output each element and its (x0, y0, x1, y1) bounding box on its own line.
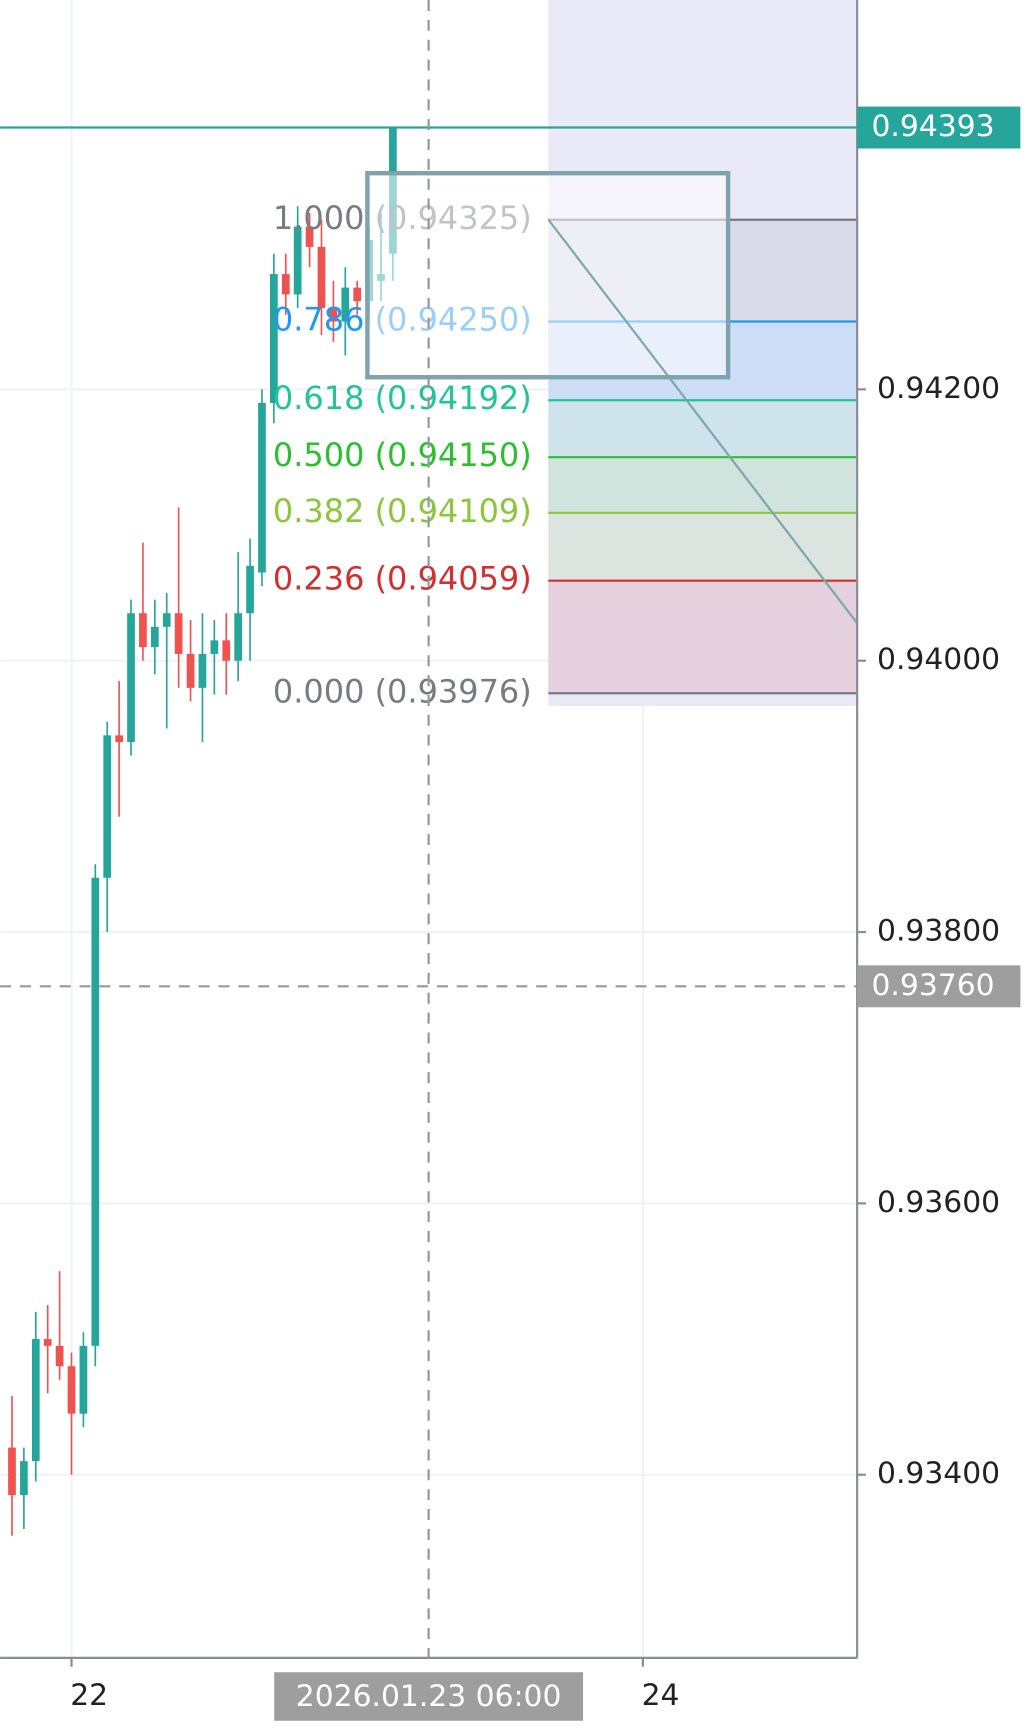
candle-body (139, 613, 147, 648)
fib-retracement: 1.000 (0.94325)0.786 (0.94250)0.618 (0.9… (273, 199, 858, 710)
rectangle-drawing (365, 170, 731, 380)
last-price-box (857, 106, 1021, 149)
candle-body (174, 613, 183, 654)
candle-body (210, 640, 219, 654)
candle-body (103, 735, 112, 878)
overlay (0, 0, 858, 1658)
candle-body (234, 613, 243, 661)
fib-fill (548, 512, 858, 581)
fib-level-label: 0.500 (0.94150) (273, 436, 532, 474)
y-tick-label: 0.93400 (877, 1456, 1000, 1491)
fib-level-label: 0.618 (0.94192) (273, 379, 532, 417)
candle-body (162, 613, 171, 627)
axes: 0.93400 0.93600 0.93800 0.94000 0.94200 22 24 0… (70, 106, 1021, 1721)
crosshair-time-label: 2026.01.23 06:00 (296, 1679, 562, 1714)
candle-body (115, 735, 123, 743)
candle-body (293, 226, 302, 295)
candle-body (281, 274, 290, 295)
candle-body (305, 226, 314, 247)
candle-body (317, 246, 326, 308)
y-tick-label: 0.93600 (877, 1185, 1000, 1220)
y-tick-label: 0.94000 (877, 642, 1000, 677)
candle-body (91, 877, 100, 1346)
candle-body (127, 613, 135, 743)
crosshair-time-box (274, 1672, 584, 1721)
candle-body (43, 1339, 52, 1346)
trend-line (547, 218, 859, 624)
candle-body (329, 307, 338, 322)
candle-body (341, 287, 350, 322)
candle-body (67, 1366, 76, 1414)
candle-body (258, 402, 266, 573)
candle-body (55, 1345, 64, 1367)
candle-body (8, 1447, 16, 1496)
fib-fill (548, 400, 858, 458)
last-price-label: 0.94393 (871, 109, 994, 144)
candle-body (186, 653, 195, 688)
candle-body (353, 287, 362, 302)
x-tick-label: 22 (70, 1678, 108, 1713)
candle-body (31, 1339, 40, 1462)
x-tick-label: 24 (642, 1678, 680, 1713)
candle-body (198, 653, 207, 688)
candle-body (20, 1461, 28, 1496)
y-tick-label: 0.94200 (877, 371, 1000, 406)
candle-body (246, 565, 254, 614)
crosshair-price-label: 0.93760 (871, 968, 994, 1003)
candle-body (150, 626, 159, 648)
fib-level-label: 0.000 (0.93976) (273, 672, 532, 710)
candle-body (270, 274, 278, 403)
candle-body (222, 640, 231, 661)
fib-level-label: 0.382 (0.94109) (273, 492, 532, 530)
fib-fill (548, 580, 858, 694)
y-tick-label: 0.93800 (877, 914, 1000, 949)
fib-fill (548, 457, 858, 513)
fib-level-label: 0.236 (0.94059) (273, 560, 532, 598)
candle-body (79, 1345, 88, 1414)
crosshair-price-box (857, 965, 1021, 1008)
